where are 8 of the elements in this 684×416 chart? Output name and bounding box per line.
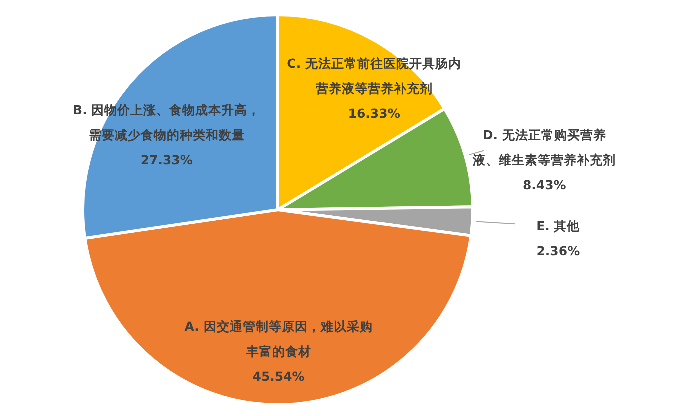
slice-label: A. 因交通管制等原因，难以采购丰富的食材: [184, 318, 373, 359]
data-label: 27.33%: [140, 152, 194, 168]
data-label: 8.43%: [522, 178, 567, 193]
data-label: 45.54%: [252, 368, 306, 384]
data-label: 2.36%: [536, 243, 581, 258]
data-label: 16.33%: [348, 106, 401, 121]
legend-label: E. 其他: [536, 218, 582, 234]
slice-label: D. 无法正常购买营养液、维生素等营养补充剂: [472, 128, 616, 168]
